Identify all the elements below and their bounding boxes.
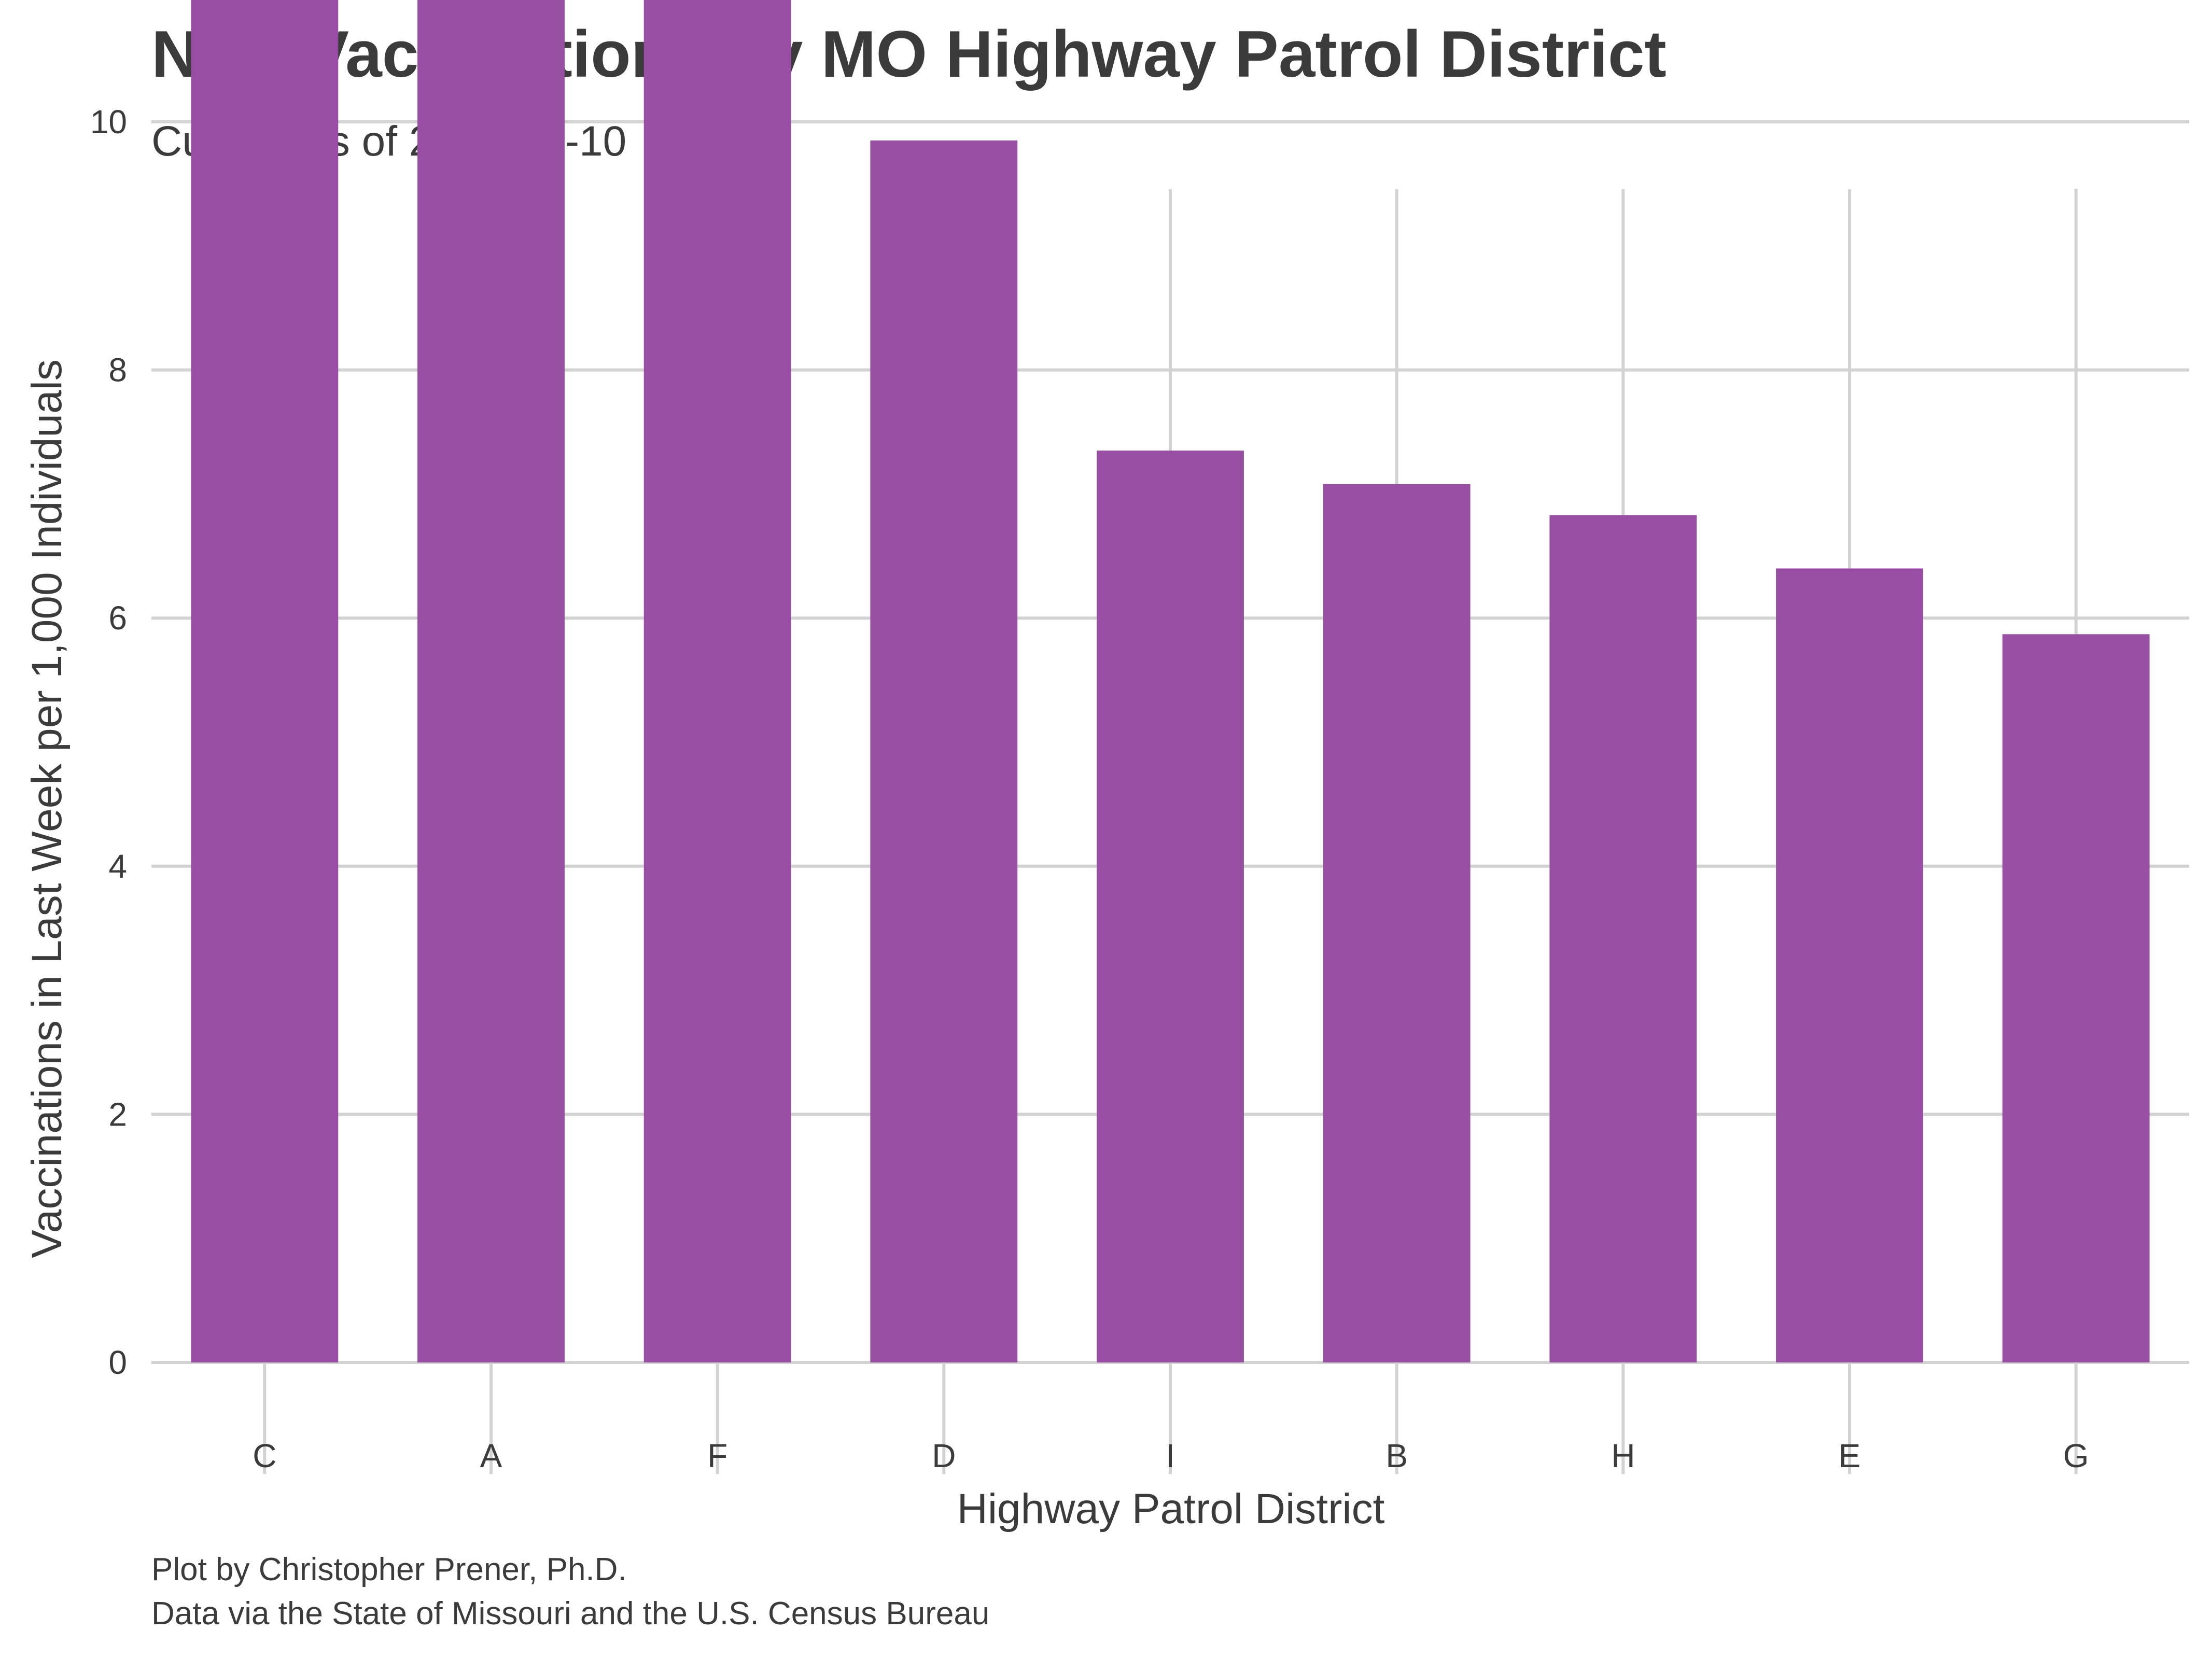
x-tick-label-E: E <box>1839 1437 1861 1474</box>
bar-H <box>1549 515 1697 1362</box>
caption-line-1: Plot by Christopher Prener, Ph.D. <box>151 1552 627 1587</box>
y-tick-label-10: 10 <box>90 103 127 140</box>
y-tick-label-2: 2 <box>108 1095 127 1133</box>
x-tick-label-B: B <box>1385 1437 1408 1474</box>
y-tick-label-4: 4 <box>108 848 127 885</box>
chart-title: New Vaccinations by MO Highway Patrol Di… <box>151 17 1667 91</box>
bar-A <box>417 0 565 1362</box>
x-tick-label-H: H <box>1611 1437 1635 1474</box>
x-tick-label-I: I <box>1166 1437 1175 1474</box>
bar-B <box>1323 484 1471 1362</box>
bars <box>191 0 2150 1363</box>
x-tick-label-C: C <box>253 1437 276 1474</box>
x-tick-label-A: A <box>480 1437 502 1474</box>
y-tick-label-0: 0 <box>108 1344 127 1381</box>
bar-D <box>870 140 1018 1362</box>
bar-I <box>1097 451 1244 1362</box>
bar-E <box>1776 568 1923 1362</box>
x-tick-label-D: D <box>932 1437 956 1474</box>
x-axis-title: Highway Patrol District <box>957 1485 1385 1533</box>
caption-line-2: Data via the State of Missouri and the U… <box>151 1596 989 1632</box>
y-axis-tick-labels: 024681012141618 <box>90 103 127 1381</box>
bar-F <box>643 0 791 1363</box>
bar-C <box>191 0 339 1363</box>
bar-G <box>2002 634 2150 1362</box>
y-tick-label-6: 6 <box>108 599 127 637</box>
y-tick-label-8: 8 <box>108 352 127 389</box>
x-tick-label-F: F <box>707 1437 727 1474</box>
y-axis-title: Vaccinations in Last Week per 1,000 Indi… <box>23 359 71 1258</box>
x-tick-label-G: G <box>2063 1437 2089 1474</box>
